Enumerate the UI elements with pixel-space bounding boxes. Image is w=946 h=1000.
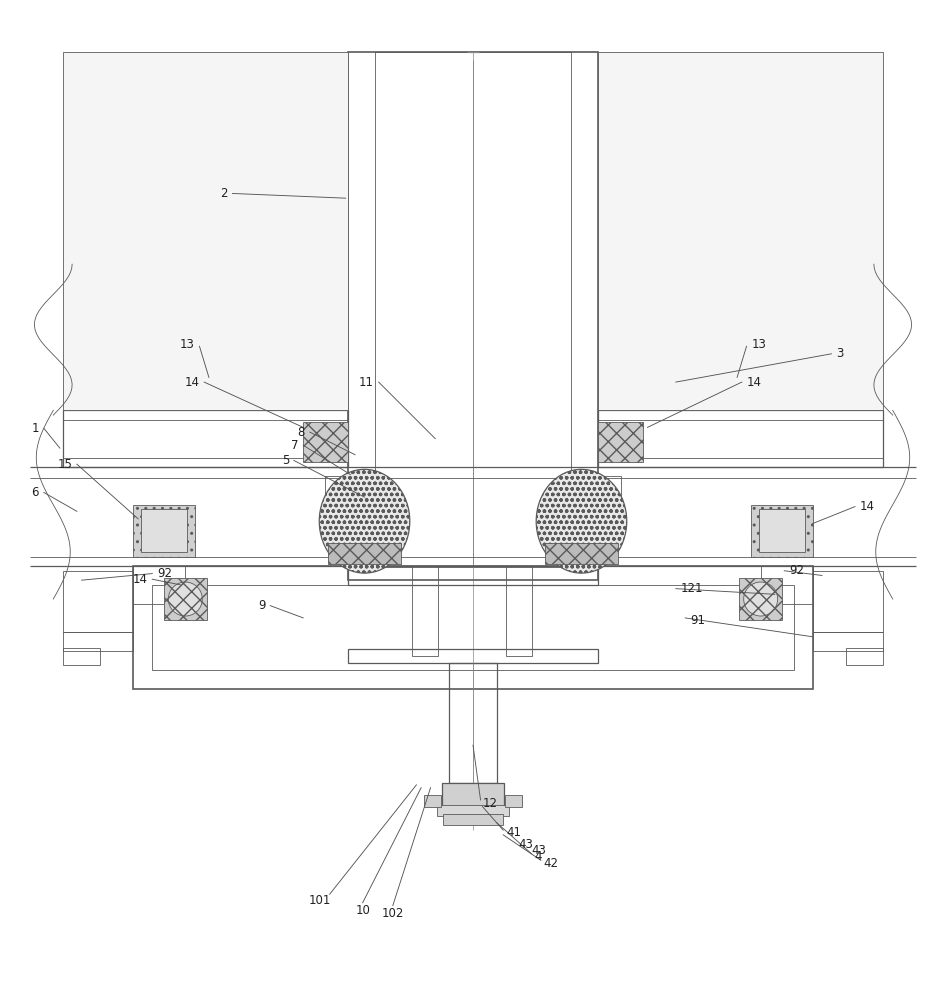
Bar [348,649,598,663]
Bar [761,566,813,604]
Bar [846,648,884,665]
Text: 1: 1 [31,422,39,435]
Bar [348,566,598,585]
Bar [133,566,185,604]
Bar [424,795,441,807]
Bar [348,52,598,580]
Text: 4: 4 [534,850,542,863]
Bar [328,543,401,564]
Text: 7: 7 [291,439,299,452]
Bar [450,807,496,821]
Text: 11: 11 [359,376,374,389]
Bar [759,509,805,552]
Text: 6: 6 [31,486,39,499]
Bar [164,578,207,620]
Text: 92: 92 [157,567,172,580]
Text: 92: 92 [789,564,804,577]
Text: 42: 42 [544,857,559,870]
Bar [813,632,884,651]
Text: 102: 102 [381,907,404,920]
Text: 43: 43 [532,844,547,857]
Bar [324,495,336,512]
Bar [141,509,187,552]
Text: 9: 9 [258,599,266,612]
Text: 14: 14 [132,573,148,586]
Text: 101: 101 [309,894,331,907]
Bar [449,663,497,783]
Text: 12: 12 [482,797,498,810]
Text: 41: 41 [506,826,521,839]
Text: 5: 5 [282,454,289,467]
Bar [751,505,813,557]
Bar [443,814,503,825]
Bar [375,52,571,567]
Bar [437,805,509,816]
Bar [610,495,622,512]
Bar [62,632,133,651]
Bar [598,476,622,495]
Text: 91: 91 [690,614,705,627]
Bar [304,422,348,462]
Text: 8: 8 [298,426,306,439]
Bar [324,476,348,495]
Bar [545,543,618,564]
Circle shape [744,582,778,616]
Bar [152,585,794,670]
Bar [62,648,100,665]
Text: 13: 13 [751,338,766,351]
Bar [62,571,133,632]
Text: 2: 2 [220,187,228,200]
Text: 10: 10 [355,904,370,917]
Ellipse shape [536,469,627,573]
Bar [412,566,438,656]
Bar [443,783,503,807]
Bar [739,578,782,620]
Bar [62,52,348,410]
Text: 15: 15 [58,458,72,471]
Text: 3: 3 [836,347,844,360]
Bar [62,410,348,467]
Bar [133,505,195,557]
Bar [598,52,884,410]
Text: 14: 14 [746,376,762,389]
Bar [506,566,533,656]
Circle shape [168,582,202,616]
Text: 13: 13 [180,338,195,351]
Ellipse shape [319,469,410,573]
Bar [133,566,813,689]
Text: 43: 43 [518,838,534,851]
Bar [598,410,884,467]
Text: 14: 14 [860,500,875,513]
Text: 14: 14 [184,376,200,389]
Bar [598,422,642,462]
Bar [813,571,884,632]
Text: 121: 121 [680,582,703,595]
Bar [505,795,522,807]
